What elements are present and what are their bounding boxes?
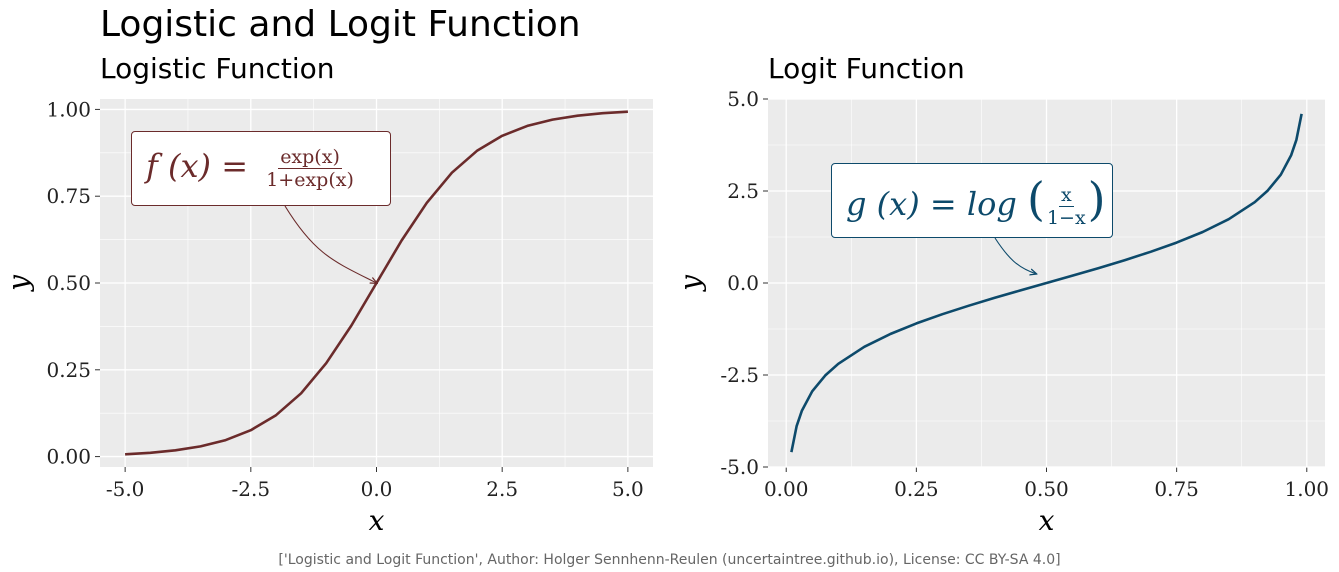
logistic-numerator: exp(x) bbox=[278, 146, 342, 169]
logit-annotation-arrow bbox=[994, 237, 1036, 274]
logistic-y-tick-label: 0.50 bbox=[46, 271, 91, 295]
logistic-panel-title: Logistic Function bbox=[100, 52, 335, 85]
logit-y-axis-label: y bbox=[674, 274, 707, 293]
logistic-denominator: 1+exp(x) bbox=[266, 169, 354, 191]
logistic-annotation-arrow bbox=[284, 205, 377, 283]
attribution-caption: ['Logistic and Logit Function', Author: … bbox=[278, 552, 1061, 568]
logistic-x-tick-label: 2.5 bbox=[486, 477, 518, 501]
logit-y-tick-label: -2.5 bbox=[720, 363, 759, 387]
logistic-x-tick-label: -5.0 bbox=[106, 477, 145, 501]
logit-y-tick-label: 5.0 bbox=[727, 87, 759, 111]
logistic-y-tick-label: 0.75 bbox=[46, 184, 91, 208]
logistic-y-tick-label: 0.00 bbox=[46, 445, 91, 469]
logistic-x-tick-label: -2.5 bbox=[232, 477, 271, 501]
logit-x-tick-label: 0.50 bbox=[1024, 477, 1069, 501]
logit-y-tick-label: 2.5 bbox=[727, 179, 759, 203]
logistic-equation: f (x) = exp(x) 1+exp(x) bbox=[146, 146, 356, 191]
logistic-equation-lhs: f (x) = bbox=[146, 147, 259, 185]
logit-x-tick-label: 0.00 bbox=[764, 477, 809, 501]
logit-x-tick-label: 0.75 bbox=[1154, 477, 1199, 501]
logistic-fraction: exp(x) 1+exp(x) bbox=[264, 146, 356, 191]
logistic-y-tick-label: 0.25 bbox=[46, 358, 91, 382]
logit-numerator: x bbox=[1058, 184, 1074, 207]
logit-equation: g (x) = log (x 1−x) bbox=[846, 172, 1106, 229]
logit-y-tick-label: 0.0 bbox=[727, 271, 759, 295]
logistic-x-axis-label: x bbox=[369, 504, 385, 537]
logistic-x-tick-label: 5.0 bbox=[612, 477, 644, 501]
logit-fraction: x 1−x bbox=[1045, 184, 1088, 229]
logit-panel-title: Logit Function bbox=[768, 52, 965, 85]
logit-equation-label: g (x) = log (x 1−x) bbox=[831, 163, 1113, 238]
logistic-equation-label: f (x) = exp(x) 1+exp(x) bbox=[131, 131, 391, 206]
logit-denominator: 1−x bbox=[1046, 207, 1086, 229]
logit-y-tick-label: -5.0 bbox=[720, 455, 759, 479]
logistic-x-tick-label: 0.0 bbox=[361, 477, 393, 501]
logit-x-axis-label: x bbox=[1039, 504, 1055, 537]
figure-title: Logistic and Logit Function bbox=[100, 4, 581, 45]
logistic-y-tick-label: 1.00 bbox=[46, 97, 91, 121]
logit-x-tick-label: 1.00 bbox=[1285, 477, 1330, 501]
logit-x-tick-label: 0.25 bbox=[894, 477, 939, 501]
logit-curve bbox=[790, 113, 1303, 453]
logit-equation-lhs: g (x) = log bbox=[846, 185, 1027, 223]
logistic-y-axis-label: y bbox=[2, 274, 35, 293]
